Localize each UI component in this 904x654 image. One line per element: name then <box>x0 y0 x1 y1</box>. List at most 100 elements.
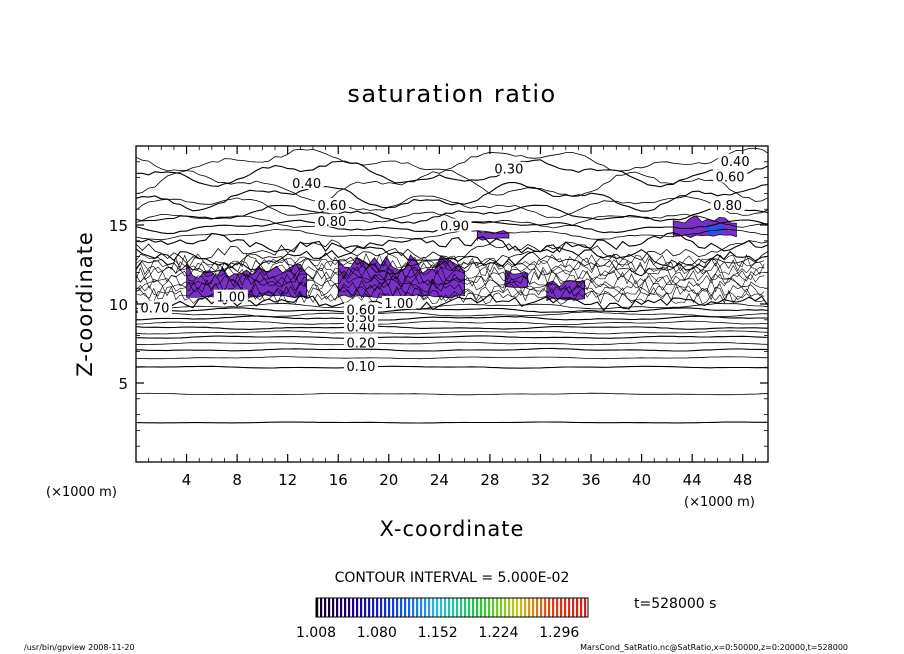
chart-title: saturation ratio <box>347 80 556 108</box>
contour-line <box>135 269 765 286</box>
colorbar-stripe <box>488 598 491 617</box>
colorbar-tick-label: 1.008 <box>296 625 336 641</box>
x-unit-left: (×1000 m) <box>46 485 117 500</box>
colorbar-stripe <box>580 598 583 617</box>
colorbar-stripe <box>388 598 391 617</box>
colorbar-stripe <box>536 598 539 617</box>
colorbar-stripe <box>396 598 399 617</box>
colorbar-stripe <box>372 598 375 617</box>
contour-label-bg <box>491 161 526 175</box>
contour-label: 0.10 <box>347 360 376 375</box>
contour-line <box>135 320 769 326</box>
contour-line <box>135 195 769 218</box>
colorbar-stripe <box>464 598 467 617</box>
contour-label: 0.20 <box>347 337 376 352</box>
contour-line <box>135 228 769 241</box>
x-tick-label: 16 <box>329 471 348 489</box>
colorbar-stripe <box>428 598 431 617</box>
contour-label: 0.80 <box>713 199 742 214</box>
supersaturated-region <box>476 230 510 241</box>
contour-line <box>135 311 769 318</box>
colorbar-stripe <box>404 598 407 617</box>
colorbar-stripe <box>504 598 507 617</box>
colorbar-stripe <box>496 598 499 617</box>
contour-line <box>135 246 769 271</box>
colorbar-stripe <box>448 598 451 617</box>
contour-label-bg <box>437 218 472 232</box>
footer-left: /usr/bin/gpview 2008-11-20 <box>24 643 135 652</box>
x-tick-label: 20 <box>379 471 398 489</box>
contour-label: 0.40 <box>347 321 376 336</box>
plot-area: 0.100.200.400.500.600.701.00 1.000.400.60… <box>109 145 769 489</box>
contour-label: 0.70 <box>140 302 169 317</box>
colorbar-stripe <box>412 598 415 617</box>
colorbar-stripe <box>472 598 475 617</box>
colorbar-stripe <box>468 598 471 617</box>
colorbar-stripe <box>508 598 511 617</box>
colorbar-stripe <box>344 598 347 617</box>
supersaturated-core <box>704 225 726 235</box>
colorbar-stripe <box>532 598 535 617</box>
footer-right: MarsCond_SatRatio.nc@SatRatio,x=0:50000,… <box>580 643 848 652</box>
colorbar-stripe <box>480 598 483 617</box>
colorbar-stripe <box>528 598 531 617</box>
contour-label: 0.30 <box>494 163 523 178</box>
contour-line <box>135 356 768 360</box>
colorbar-stripe <box>544 598 547 617</box>
x-unit-right: (×1000 m) <box>684 495 755 510</box>
colorbar-stripe <box>356 598 359 617</box>
contour-line <box>135 315 768 321</box>
colorbar-stripe <box>440 598 443 617</box>
contour-label: 1.00 <box>384 297 413 312</box>
x-tick-label: 28 <box>480 471 499 489</box>
colorbar-stripe <box>568 598 571 617</box>
colorbar-stripe <box>552 598 555 617</box>
contour-label: 0.60 <box>716 171 745 186</box>
colorbar-stripe <box>572 598 575 617</box>
contour-label: 0.40 <box>721 155 750 170</box>
colorbar-stripe <box>492 598 495 617</box>
contour-line <box>135 293 769 312</box>
x-tick-label: 8 <box>232 471 242 489</box>
contour-label-bg <box>314 198 349 212</box>
colorbar-stripe <box>584 598 587 617</box>
colorbar-stripe <box>360 598 363 617</box>
colorbar-stripe <box>384 598 387 617</box>
contour-line <box>135 265 765 281</box>
y-tick-label: 15 <box>109 217 128 235</box>
contour-line <box>135 169 769 202</box>
colorbar-frame <box>315 597 589 618</box>
contour-labels: 0.100.200.400.500.600.701.00 1.000.400.60… <box>137 153 753 375</box>
colorbar-stripe <box>424 598 427 617</box>
colorbar-tick-label: 1.224 <box>478 625 518 641</box>
y-tick-label: 10 <box>109 296 128 314</box>
y-tick-label: 5 <box>118 375 128 393</box>
colorbar-stripe <box>392 598 395 617</box>
colorbar-stripe <box>320 598 323 617</box>
colorbar-stripe <box>416 598 419 617</box>
x-tick-label: 44 <box>683 471 702 489</box>
colorbar-stripe <box>516 598 519 617</box>
contour-line <box>135 302 769 310</box>
colorbar-stripe <box>408 598 411 617</box>
contour-label-bg <box>718 153 753 167</box>
contour-line <box>135 341 769 346</box>
colorbar-tick-label: 1.080 <box>357 625 397 641</box>
contour-line <box>135 286 765 302</box>
contour-line <box>135 421 768 424</box>
colorbar-tick-label: 1.152 <box>418 625 458 641</box>
contour-line <box>135 365 769 369</box>
x-axis-label: X-coordinate <box>380 517 525 541</box>
colorbar-stripe <box>456 598 459 617</box>
contour-line <box>135 330 769 335</box>
colorbar-stripe <box>436 598 439 617</box>
contour-line <box>135 347 769 352</box>
contour-label: 0.90 <box>440 220 469 235</box>
colorbar-stripe <box>352 598 355 617</box>
colorbar-stripe <box>332 598 335 617</box>
colorbar-stripe <box>520 598 523 617</box>
contour-line <box>135 182 769 212</box>
colorbar-stripe <box>432 598 435 617</box>
colorbar <box>316 598 587 617</box>
